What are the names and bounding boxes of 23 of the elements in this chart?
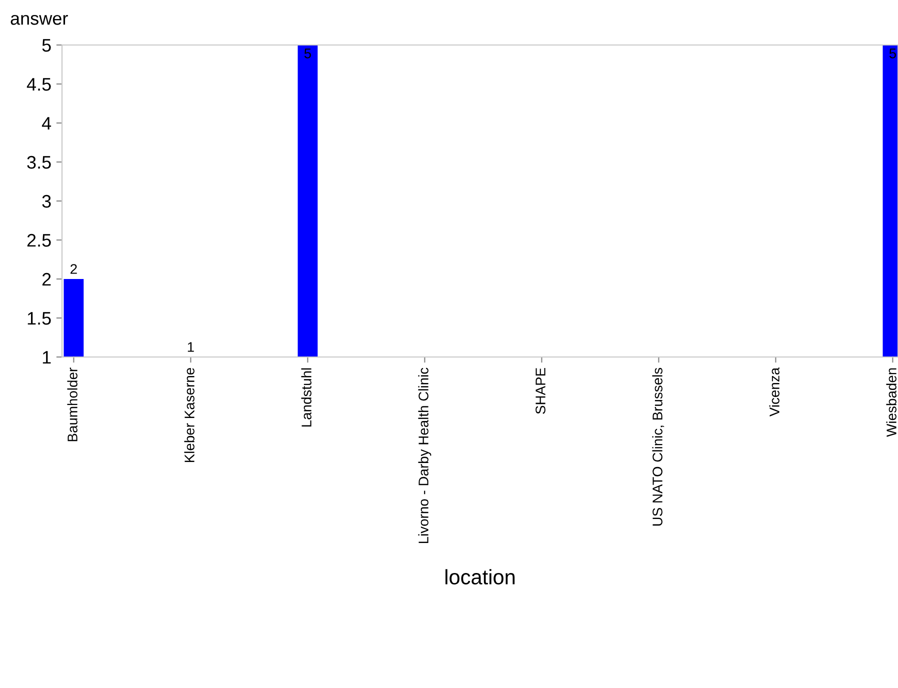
data-label: 2 — [70, 264, 77, 274]
y-tick-label: 3.5 — [27, 156, 51, 169]
y-tick-label: 1 — [42, 351, 51, 364]
x-axis-title: location — [446, 569, 515, 584]
y-tick-label: 2 — [42, 272, 51, 286]
y-tick-label: 5 — [42, 39, 51, 52]
data-label: 5 — [304, 48, 311, 58]
x-tick-label: Livorno - Darby Health Clinic — [418, 368, 432, 544]
data-label: 1 — [188, 342, 194, 352]
y-axis-title: answer — [10, 14, 68, 25]
x-tick-label: US NATO Clinic, Brussels — [652, 368, 664, 526]
x-tick-label: Landstuhl — [301, 368, 312, 427]
x-tick-label: Vicenza — [769, 367, 780, 417]
x-tick-label: Kleber Kaserne — [184, 368, 194, 462]
y-tick-label: 4 — [42, 117, 52, 130]
y-tick-label: 4.5 — [26, 78, 51, 91]
x-tick-label: SHAPE — [536, 368, 546, 414]
y-tick-label: 2.5 — [27, 234, 51, 247]
data-label: 5 — [889, 48, 896, 58]
y-tick-label: 1.5 — [28, 312, 51, 325]
x-tick-label: Baumholder — [67, 368, 78, 442]
y-tick-label: 3 — [42, 194, 51, 208]
x-tick-label: Wiesbaden — [886, 368, 896, 437]
